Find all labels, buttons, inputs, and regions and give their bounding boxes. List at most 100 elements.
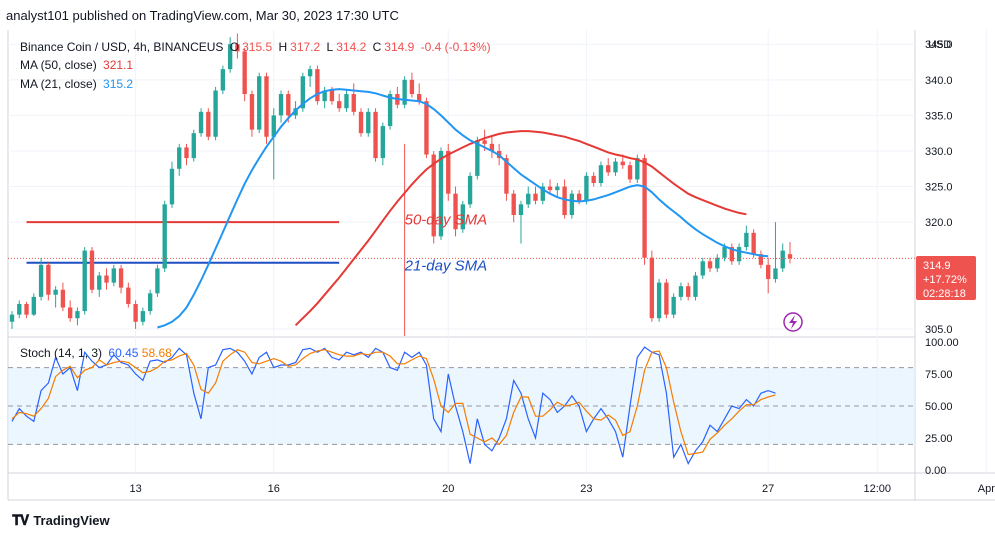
drawn-lines [26, 143, 406, 336]
candle-body [700, 261, 705, 276]
time-axis: 13 16 20 23 27 12:00 Apr [129, 483, 995, 495]
candle-body [235, 44, 240, 52]
candle-body [147, 293, 153, 312]
candle-body [271, 115, 276, 137]
ma21-legend[interactable]: MA (21, close) 315.2 [20, 77, 134, 91]
candle-body [249, 94, 255, 130]
tv-logo-icon: 𝐓𝐕 [12, 512, 29, 528]
candle-body [344, 94, 349, 109]
candle-body [642, 158, 647, 258]
candle-body [722, 247, 727, 258]
candle-body [133, 303, 138, 322]
time-tick-label: 13 [129, 483, 141, 495]
candle-body [373, 111, 378, 159]
stoch-legend[interactable]: Stoch (14, 1, 3) 60.45 58.68 [20, 346, 172, 360]
candle-body [257, 76, 262, 130]
candle-body [278, 94, 284, 116]
candle-body [526, 193, 531, 205]
candle-body [613, 161, 618, 173]
time-tick-label: 12:00 [863, 483, 891, 495]
candle-body [337, 101, 342, 109]
candle-body [446, 150, 451, 194]
candle-body [60, 289, 66, 308]
candle-body [533, 193, 538, 201]
stoch-band [8, 367, 915, 445]
time-tick-label: 20 [442, 483, 454, 495]
candle-body [17, 303, 22, 315]
stoch-k-line [11, 346, 776, 466]
candle-body [111, 268, 116, 283]
candle-body [438, 150, 444, 237]
candle-body [191, 133, 196, 159]
badge-change: +17.72% [923, 274, 967, 286]
candle-body [460, 204, 465, 230]
symbol-legend[interactable]: Binance Coin / USD, 4h, BINANCEUS O 315.5… [20, 40, 491, 54]
price-tick-label: 340.0 [925, 75, 953, 87]
candle-body [104, 275, 109, 283]
candle-body [213, 90, 218, 137]
price-tick-label: 345.0 [925, 39, 953, 51]
candle-body [82, 250, 87, 312]
candle-body [286, 94, 291, 116]
candle-body [380, 126, 386, 159]
candle-body [540, 186, 545, 201]
stoch-tick-label: 0.00 [925, 465, 946, 477]
candle-body [562, 186, 567, 216]
candle-body [358, 111, 364, 134]
candle-body [177, 147, 182, 169]
time-tick-label: 27 [762, 483, 774, 495]
candle-body [707, 261, 713, 269]
candle-body [627, 165, 633, 180]
candle-body [671, 296, 676, 315]
close-value: 314.9 [384, 40, 415, 54]
candle-body [518, 204, 524, 216]
candle-body [758, 254, 764, 265]
stoch-tick-label: 100.00 [925, 337, 959, 349]
candle-body [75, 311, 80, 319]
candle-body [89, 250, 95, 290]
badge-timer: 02:28:18 [923, 288, 966, 300]
stoch-d-value: 58.68 [141, 346, 172, 360]
tradingview-logo[interactable]: 𝐓𝐕 TradingView [12, 512, 110, 529]
currency-label: USD [928, 39, 951, 51]
price-tick-label: 335.0 [925, 110, 953, 122]
candle-body [649, 257, 655, 319]
badge-price: 314.9 [923, 260, 951, 272]
candle-body [656, 282, 662, 319]
candle-body [787, 254, 793, 259]
candle-body [24, 303, 29, 315]
time-tick-label: 16 [268, 483, 280, 495]
candle-body [300, 76, 306, 109]
price-tick-label: 325.0 [925, 182, 953, 194]
lightning-icon[interactable] [783, 312, 803, 332]
candle-body [162, 204, 167, 269]
ma50-legend[interactable]: MA (50, close) 321.1 [20, 58, 134, 72]
price-tick-label: 305.0 [925, 324, 953, 336]
stoch-k-value: 60.45 [108, 346, 139, 360]
candle-body [475, 140, 480, 176]
price-tick-label: 330.0 [925, 146, 953, 158]
candle-body [780, 250, 785, 269]
candle-body [620, 161, 625, 166]
candle-body [169, 168, 175, 205]
candle-body [736, 247, 742, 262]
candle-body [351, 94, 356, 112]
candle-body [504, 158, 509, 194]
candle-body [97, 275, 102, 290]
stoch-tick-label: 75.00 [925, 369, 953, 381]
candle-body [686, 286, 691, 297]
candle-body [431, 154, 436, 237]
candle-body [387, 94, 393, 127]
candle-body [366, 111, 371, 134]
candles [9, 33, 793, 329]
candle-body [555, 186, 560, 191]
price-axis: 305.0 320.0 325.0 330.0 335.0 340.0 345.0 0.00 2… [925, 39, 959, 477]
symbol-name: Binance Coin / USD, 4h, BINANCEUS [20, 40, 224, 54]
candle-body [242, 51, 247, 95]
candle-body [678, 286, 684, 297]
sma-annotation: 21-day SMA [404, 258, 488, 275]
candle-body [773, 268, 778, 280]
price-tick-label: 320.0 [925, 217, 953, 229]
open-value: 315.5 [242, 40, 273, 54]
